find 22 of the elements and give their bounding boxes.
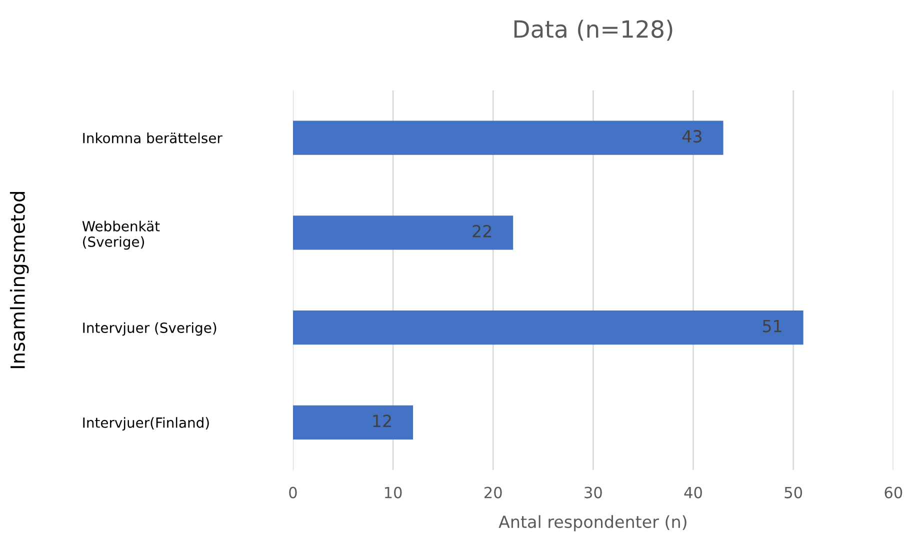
x-tick-label: 30 bbox=[584, 486, 602, 498]
bar bbox=[292, 216, 514, 250]
data-label: 22 bbox=[472, 224, 491, 238]
data-label: 12 bbox=[373, 414, 391, 428]
data-label: 43 bbox=[682, 130, 702, 143]
y-tick-label: Intervjuer (Sverige) bbox=[83, 322, 216, 336]
bar bbox=[292, 310, 804, 345]
x-tick-label: 10 bbox=[384, 486, 402, 498]
x-tick-label: 40 bbox=[684, 486, 702, 498]
x-axis-title: Antal respondenter (n) bbox=[498, 515, 686, 532]
y-tick-label: Inkomna berättelser bbox=[83, 132, 222, 144]
x-tick-label: 50 bbox=[784, 486, 802, 498]
x-tick-label: 60 bbox=[884, 486, 902, 498]
x-tick-label: 0 bbox=[289, 486, 297, 498]
y-tick-label: Intervjuer(Finland) bbox=[83, 417, 209, 431]
y-tick-label: Webbenkät (Sverige) bbox=[82, 220, 160, 250]
x-tick-label: 20 bbox=[484, 486, 502, 498]
bar bbox=[292, 405, 414, 440]
chart-title: Data (n=128) bbox=[514, 20, 672, 41]
data-label: 51 bbox=[762, 320, 782, 332]
y-axis-title: Insamlningsmetod bbox=[10, 192, 29, 368]
bar bbox=[292, 120, 724, 155]
